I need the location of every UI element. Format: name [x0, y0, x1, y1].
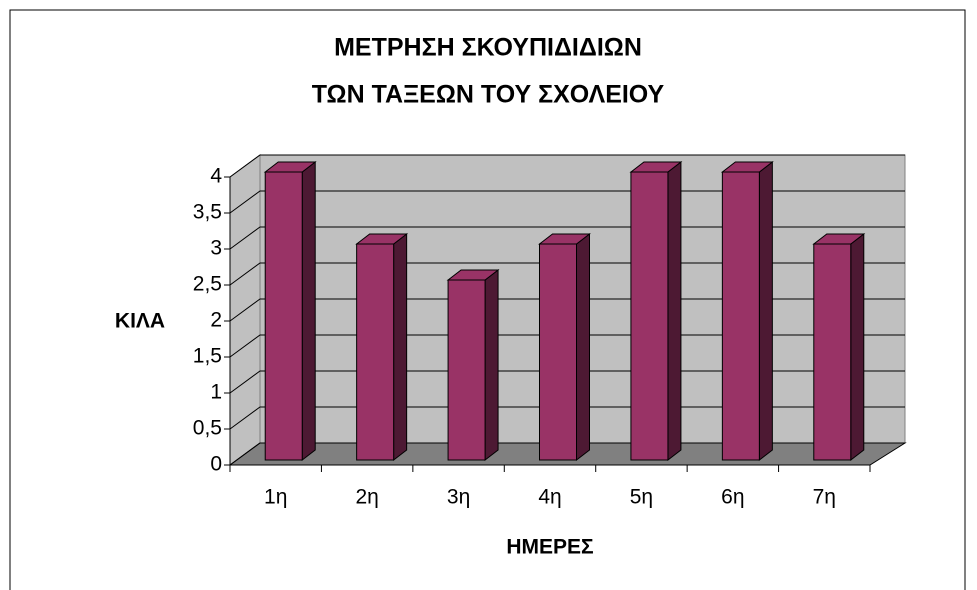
- x-tick-label: 3η: [447, 486, 470, 509]
- chart-title: ΜΕΤΡΗΣΗ ΣΚΟΥΠΙΔΙΔΙΩΝ: [334, 34, 642, 62]
- x-tick-label: 7η: [813, 486, 836, 509]
- bar-side: [484, 268, 499, 462]
- x-tick-label: 6η: [721, 486, 744, 509]
- bar-front: [813, 243, 852, 461]
- bar: [720, 160, 774, 462]
- y-tick-label: 4: [210, 165, 222, 188]
- y-tick-label: 1: [210, 381, 222, 404]
- bar-side: [393, 232, 408, 462]
- y-tick-label: 3: [210, 237, 222, 260]
- bar: [446, 268, 500, 462]
- y-tick-label: 1,5: [193, 345, 222, 368]
- bar: [355, 232, 409, 462]
- bar-front: [630, 171, 669, 461]
- chart-title: ΤΩΝ ΤΑΞΕΩΝ ΤΟΥ ΣΧΟΛΕΙΟΥ: [312, 81, 665, 109]
- x-tick-label: 2η: [355, 486, 378, 509]
- bar-front: [447, 279, 486, 461]
- x-tick-label: 1η: [264, 486, 287, 509]
- x-tick-label: 5η: [630, 486, 653, 509]
- bar: [263, 160, 317, 462]
- bar-front: [539, 243, 577, 461]
- y-tick-label: 0,5: [193, 417, 222, 440]
- grid-line: [229, 298, 905, 322]
- bar-side: [850, 232, 865, 462]
- y-tick-label: 0: [210, 453, 222, 476]
- y-axis-label: ΚΙΛΑ: [115, 310, 165, 333]
- grid-line: [229, 154, 905, 178]
- x-axis-label: ΗΜΕΡΕΣ: [506, 536, 593, 559]
- grid-line: [229, 406, 905, 430]
- y-tick-label: 3,5: [193, 201, 222, 224]
- grid-line: [229, 226, 905, 250]
- bar-side: [667, 160, 682, 462]
- grid-line: [229, 190, 905, 214]
- bar-side: [758, 160, 773, 462]
- grid-line: [229, 262, 905, 286]
- bar: [812, 232, 866, 462]
- x-tick-label: 4η: [538, 486, 561, 509]
- bar: [629, 160, 683, 462]
- bar-front: [264, 171, 303, 461]
- grid-line: [229, 370, 905, 394]
- grid-line: [229, 442, 905, 466]
- bar-side: [576, 232, 590, 462]
- bar-side: [301, 160, 316, 462]
- y-tick-label: 2: [210, 309, 222, 332]
- bar: [538, 232, 591, 462]
- bar-front: [721, 171, 760, 461]
- grid-line: [229, 334, 905, 358]
- bar-front: [356, 243, 395, 461]
- y-tick-label: 2,5: [193, 273, 222, 296]
